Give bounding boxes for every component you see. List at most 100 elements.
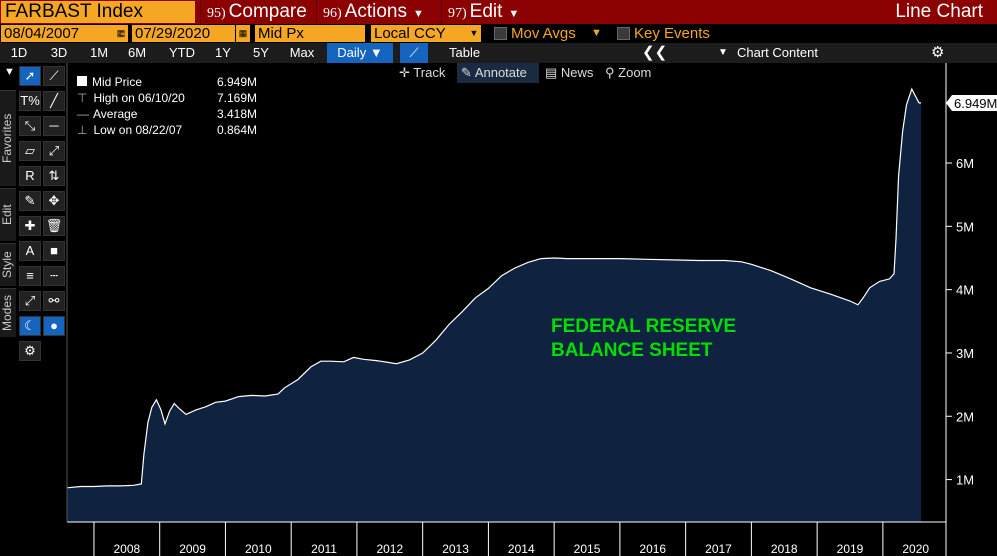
x-tick-label: 2008 [113,542,140,556]
news-tool[interactable]: ▤ News [545,63,593,83]
x-tick-label: 2010 [245,542,272,556]
retracement-icon[interactable]: R [19,166,41,186]
date-separator: - [120,25,125,42]
x-tick-label: 2009 [179,542,206,556]
track-tool[interactable]: ✛ Track [399,63,445,83]
y-tick-label: 5M [956,219,974,234]
line-style-icon[interactable]: ┄ [43,266,65,286]
magnifier-icon: ⚲ [605,65,615,80]
color-fill-icon[interactable]: ■ [43,241,65,261]
magnet-icon[interactable]: ☾ [19,316,41,336]
end-date-field[interactable]: 07/29/2020 [132,25,235,42]
last-value-label: 6.949M [954,96,997,111]
line-weight-icon[interactable]: ≡ [19,266,41,286]
currency-select[interactable]: Local CCY [371,25,467,42]
legend-value: 0.864M [216,123,257,137]
edit-number: 97) [448,6,467,21]
color-palette-icon[interactable]: ● [43,316,65,336]
y-tick-label: 3M [956,346,974,361]
x-tick-label: 2011 [311,542,337,556]
brush-icon[interactable]: ✎ [19,191,41,211]
move-icon[interactable]: ✥ [43,191,65,211]
key-events-checkbox[interactable] [617,27,630,40]
fibonacci-icon[interactable]: ⇅ [43,166,65,186]
y-tick-label: 4M [956,283,974,298]
ray-icon[interactable]: ⤢ [43,141,65,161]
range-3d[interactable]: 3D [50,45,68,60]
legend-label: Low on 08/22/07 [93,123,183,137]
legend-label: Average [93,107,138,121]
segment-icon[interactable]: ⤡ [19,116,41,136]
snap-icon[interactable]: ⚯ [43,291,65,311]
x-tick-label: 2016 [639,542,666,556]
news-icon: ▤ [545,65,558,80]
range-bar [0,43,997,63]
legend-row-low: ⊥ Low on 08/22/07 0.864M [77,122,257,138]
legend-value: 6.949M [216,75,257,89]
white-square-icon [77,76,87,86]
line-tool-icon[interactable]: ╱ [43,91,65,111]
calendar-icon[interactable]: ▦ [236,25,250,42]
gear-icon[interactable]: ⚙ [19,341,41,361]
range-1y[interactable]: 1Y [215,45,231,60]
chevron-down-icon: ▼ [718,47,728,58]
ticker-field[interactable]: FARBAST Index [1,1,195,23]
actions-button[interactable]: 96) Actions ▼ [316,0,440,24]
chart-content-button[interactable]: Chart Content [737,45,818,60]
x-tick-label: 2014 [508,542,535,556]
zoom-tool[interactable]: ⚲ Zoom [605,63,651,83]
range-6m[interactable]: 6M [127,45,147,60]
average-marker-icon: — [77,107,89,121]
gear-icon[interactable]: ⚙ [931,44,945,61]
compare-number: 95) [207,6,226,21]
legend-value: 7.169M [216,91,257,105]
chevron-down-icon[interactable]: ▼ [467,25,481,42]
pointer-tool-icon[interactable]: ➚ [19,66,41,86]
chart-kind-label: Line Chart [895,1,983,22]
horizontal-line-icon[interactable]: ─ [43,116,65,136]
area-fill [67,89,921,522]
chart-legend: Mid Price 6.949M ⊤ High on 06/10/20 7.169… [73,72,263,142]
draw-mode-icon[interactable]: ⤢ [19,291,41,311]
last-value-box [946,94,997,111]
x-tick-label: 2015 [574,542,601,556]
font-icon[interactable]: A [19,241,41,261]
range-1d[interactable]: 1D [10,45,28,60]
range-max[interactable]: Max [289,45,315,60]
frequency-label: Daily [337,45,367,60]
chevron-down-icon: ▼ [508,8,520,20]
range-1m[interactable]: 1M [89,45,109,60]
x-tick-label: 2013 [442,542,469,556]
chevron-down-icon[interactable]: ▼ [591,27,602,39]
pencil-icon: ✎ [461,65,472,80]
channel-icon[interactable]: ▱ [19,141,41,161]
add-point-icon[interactable]: ✚ [19,216,41,236]
frequency-select[interactable]: Daily ▼ [327,43,393,63]
edit-button[interactable]: 97) Edit ▼ [441,0,536,24]
mov-avgs-label: Mov Avgs [511,25,576,42]
legend-label: High on 06/10/20 [93,91,185,105]
annotate-tool[interactable]: ✎ Annotate [457,63,539,83]
high-marker-icon: ⊤ [77,91,88,105]
collapse-icon[interactable]: ❮❮ [642,44,668,61]
chart-annotation-line: BALANCE SHEET [551,340,713,361]
trendline-icon[interactable]: ⟋ [43,66,65,86]
line-chart-icon[interactable]: ⟋ [400,43,428,63]
annotate-label: Annotate [474,65,527,80]
calendar-icon[interactable]: ▦ [114,25,128,42]
table-button[interactable]: Table [449,45,481,60]
compare-button[interactable]: 95) Compare [200,0,315,24]
chevron-down-icon: ▼ [369,45,383,60]
legend-label: Mid Price [92,75,143,89]
range-ytd[interactable]: YTD [169,45,195,60]
trash-icon[interactable]: 🗑 [43,216,65,236]
price-field-select[interactable]: Mid Px [255,25,365,42]
chevron-down-icon[interactable]: ▼ [4,66,15,78]
text-percent-icon[interactable]: T% [19,91,41,111]
legend-row-mid-price: Mid Price 6.949M [77,74,257,90]
news-label: News [560,65,594,80]
start-date-field[interactable]: 08/04/2007 [1,25,114,42]
range-5y[interactable]: 5Y [253,45,269,60]
mov-avgs-checkbox[interactable] [494,27,507,40]
